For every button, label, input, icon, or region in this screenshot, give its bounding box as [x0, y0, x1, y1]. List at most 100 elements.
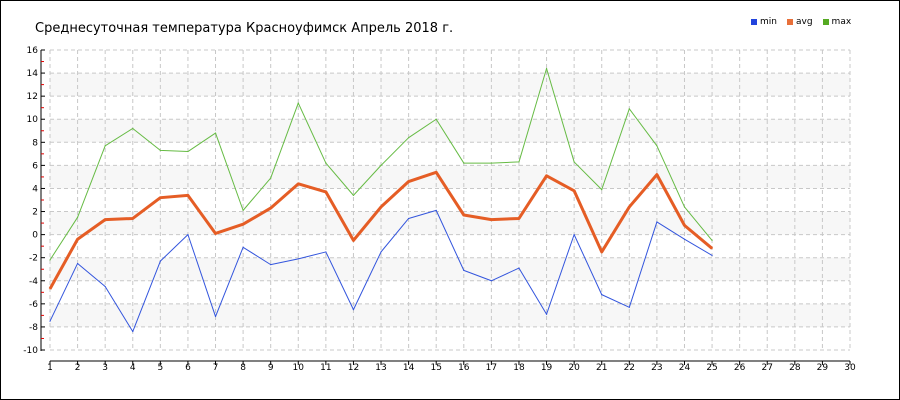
data-point-min: [463, 269, 465, 271]
data-point-avg: [490, 219, 492, 221]
x-tick-label: 2: [75, 363, 81, 373]
data-point-max: [518, 161, 520, 163]
data-point-avg: [270, 207, 272, 209]
legend-label-avg: avg: [795, 17, 813, 27]
x-tick-label: 22: [624, 363, 635, 373]
x-tick-label: 1: [47, 363, 53, 373]
data-point-avg: [518, 217, 520, 220]
y-tick-label: 2: [32, 208, 38, 218]
data-point-max: [463, 162, 465, 164]
data-point-max: [104, 145, 106, 147]
data-point-min: [656, 221, 658, 223]
data-point-avg: [49, 288, 51, 290]
y-tick-label: -4: [29, 277, 38, 287]
data-point-max: [49, 259, 51, 261]
data-point-avg: [242, 223, 244, 225]
y-tick-label: 6: [32, 161, 38, 171]
x-tick-label: 24: [679, 363, 691, 373]
x-tick-label: 21: [596, 363, 607, 373]
y-tick-label: 12: [27, 92, 38, 102]
data-point-max: [628, 108, 630, 110]
y-tick-label: -2: [29, 254, 38, 264]
x-tick-label: 10: [293, 363, 305, 373]
data-point-max: [214, 132, 217, 134]
x-tick-label: 4: [130, 363, 136, 373]
y-tick-label: 10: [27, 115, 39, 125]
data-point-avg: [159, 197, 161, 199]
data-point-min: [628, 306, 630, 308]
x-tick-label: 15: [430, 363, 441, 373]
x-tick-label: 3: [102, 363, 108, 373]
data-point-min: [76, 262, 79, 265]
grid-band: [50, 73, 850, 97]
data-point-min: [435, 209, 437, 211]
data-point-max: [601, 189, 603, 191]
data-point-max: [270, 177, 272, 179]
grid-band: [50, 119, 850, 143]
legend-swatch-avg: [786, 19, 793, 25]
data-point-avg: [573, 190, 575, 192]
grid-band: [50, 165, 850, 189]
data-point-max: [187, 150, 189, 153]
x-tick-label: 7: [213, 363, 219, 373]
x-tick-label: 20: [568, 363, 580, 373]
data-point-max: [132, 127, 134, 130]
data-point-avg: [76, 238, 79, 240]
data-point-min: [242, 246, 244, 248]
legend-item-avg: avg: [786, 17, 813, 27]
data-point-min: [408, 217, 410, 220]
data-point-avg: [214, 232, 217, 235]
x-tick-label: 12: [348, 363, 359, 373]
data-point-max: [490, 162, 492, 164]
y-tick-label: -6: [29, 300, 38, 310]
data-point-min: [187, 234, 189, 236]
data-point-max: [573, 161, 575, 163]
y-tick-label: 16: [27, 46, 39, 56]
chart-title: Среднесуточная температура Красноуфимск …: [35, 21, 454, 36]
x-tick-label: 6: [185, 363, 191, 373]
data-point-min: [573, 234, 575, 236]
x-tick-label: 9: [268, 363, 274, 373]
data-point-min: [380, 251, 382, 253]
legend-label-min: min: [760, 17, 777, 27]
legend-item-min: min: [751, 17, 777, 27]
x-tick-label: 16: [458, 363, 470, 373]
data-point-min: [132, 330, 134, 333]
data-point-max: [435, 118, 437, 120]
data-point-min: [545, 313, 548, 315]
y-tick-label: 4: [32, 184, 38, 194]
x-tick-label: 26: [734, 363, 746, 373]
y-tick-label: -10: [23, 346, 38, 356]
data-point-min: [159, 260, 161, 262]
data-point-min: [490, 280, 492, 282]
data-point-avg: [463, 214, 465, 216]
data-point-min: [270, 264, 272, 266]
data-point-min: [683, 238, 686, 240]
x-tick-label: 8: [240, 363, 246, 373]
x-tick-label: 23: [651, 363, 662, 373]
x-tick-label: 28: [789, 363, 801, 373]
data-point-max: [683, 206, 686, 208]
legend-item-max: max: [822, 17, 851, 27]
data-point-avg: [325, 191, 327, 193]
data-point-max: [352, 194, 355, 196]
data-point-min: [601, 294, 603, 296]
x-tick-label: 30: [844, 363, 856, 373]
data-point-avg: [352, 239, 355, 241]
data-point-avg: [601, 251, 603, 253]
data-point-min: [325, 251, 327, 253]
data-point-max: [76, 216, 79, 218]
x-tick-label: 25: [706, 363, 717, 373]
x-tick-label: 5: [157, 363, 163, 373]
data-point-max: [325, 162, 327, 164]
x-tick-label: 29: [817, 363, 829, 373]
data-point-avg: [297, 183, 299, 185]
data-point-avg: [132, 217, 134, 220]
data-point-avg: [380, 206, 382, 208]
y-tick-label: 8: [32, 138, 38, 148]
legend-swatch-max: [822, 19, 829, 25]
data-point-avg: [435, 171, 437, 173]
data-point-avg: [545, 175, 548, 177]
data-point-min: [49, 320, 51, 322]
